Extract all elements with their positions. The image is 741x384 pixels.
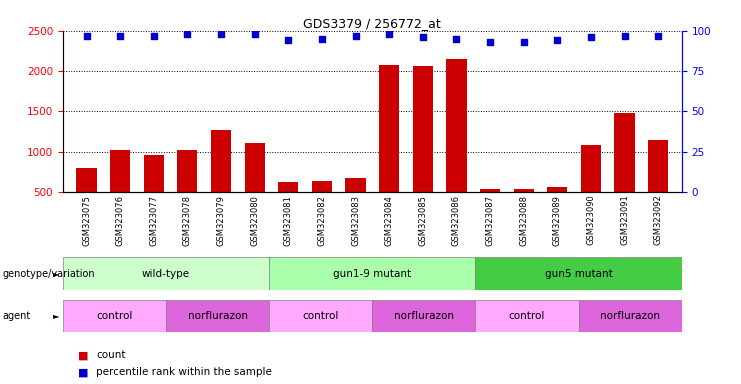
Bar (269, 257, 476, 290)
Text: GSM323089: GSM323089 (553, 195, 562, 245)
Point (215, 31, 227, 37)
Text: gun1-9 mutant: gun1-9 mutant (333, 268, 411, 279)
Text: GSM323083: GSM323083 (351, 195, 360, 246)
Bar (110, 150, 130, 232)
Bar (648, 141, 668, 232)
Title: GDS3379 / 256772_at: GDS3379 / 256772_at (304, 17, 441, 30)
Bar (413, 66, 433, 232)
Bar (581, 145, 601, 232)
Point (451, 36, 462, 42)
Point (383, 31, 395, 37)
Point (282, 37, 294, 43)
Bar (177, 150, 198, 232)
Text: wild-type: wild-type (142, 268, 190, 279)
Bar (547, 187, 568, 232)
Text: genotype/variation: genotype/variation (2, 268, 95, 279)
Text: norflurazon: norflurazon (394, 311, 454, 321)
Point (81, 33, 93, 39)
Text: agent: agent (2, 311, 30, 321)
Text: GSM323092: GSM323092 (654, 195, 662, 245)
Point (417, 34, 429, 40)
Text: ■: ■ (78, 350, 88, 360)
Text: GSM323075: GSM323075 (82, 195, 91, 245)
Text: norflurazon: norflurazon (600, 311, 660, 321)
Bar (476, 300, 579, 332)
Point (551, 37, 563, 43)
Point (350, 33, 362, 39)
Bar (446, 59, 467, 232)
Text: count: count (96, 350, 126, 360)
Point (652, 33, 664, 39)
Text: GSM323078: GSM323078 (183, 195, 192, 246)
Text: GSM323090: GSM323090 (586, 195, 596, 245)
Bar (144, 155, 164, 232)
Bar (345, 178, 365, 232)
Text: control: control (302, 311, 339, 321)
Text: control: control (509, 311, 545, 321)
Text: GSM323076: GSM323076 (116, 195, 124, 246)
Text: GSM323080: GSM323080 (250, 195, 259, 245)
Text: GSM323086: GSM323086 (452, 195, 461, 246)
Bar (245, 143, 265, 232)
Bar (166, 300, 269, 332)
Text: GSM323081: GSM323081 (284, 195, 293, 245)
Bar (63, 300, 166, 332)
Point (249, 31, 261, 37)
Text: GSM323079: GSM323079 (216, 195, 225, 245)
Bar (76, 168, 96, 232)
Bar (480, 189, 500, 232)
Bar (579, 300, 682, 332)
Point (585, 34, 597, 40)
Point (316, 36, 328, 42)
Bar (269, 300, 373, 332)
Text: GSM323091: GSM323091 (620, 195, 629, 245)
Text: ■: ■ (78, 367, 88, 377)
Bar (373, 300, 476, 332)
Text: GSM323077: GSM323077 (149, 195, 159, 246)
Bar (614, 113, 634, 232)
Text: ►: ► (53, 269, 59, 278)
Text: norflurazon: norflurazon (187, 311, 247, 321)
Point (114, 33, 126, 39)
Bar (63, 257, 269, 290)
Text: gun5 mutant: gun5 mutant (545, 268, 613, 279)
Point (182, 31, 193, 37)
Point (148, 33, 160, 39)
Text: control: control (96, 311, 133, 321)
Bar (476, 257, 682, 290)
Point (518, 39, 530, 45)
Text: ►: ► (53, 311, 59, 320)
Text: GSM323085: GSM323085 (418, 195, 428, 245)
Text: percentile rank within the sample: percentile rank within the sample (96, 367, 272, 377)
Bar (514, 189, 534, 232)
Bar (312, 181, 332, 232)
Bar (278, 182, 299, 232)
Text: GSM323084: GSM323084 (385, 195, 393, 245)
Text: GSM323088: GSM323088 (519, 195, 528, 246)
Point (484, 39, 496, 45)
Text: GSM323082: GSM323082 (317, 195, 327, 245)
Bar (379, 65, 399, 232)
Point (619, 33, 631, 39)
Text: GSM323087: GSM323087 (485, 195, 494, 246)
Bar (211, 130, 231, 232)
